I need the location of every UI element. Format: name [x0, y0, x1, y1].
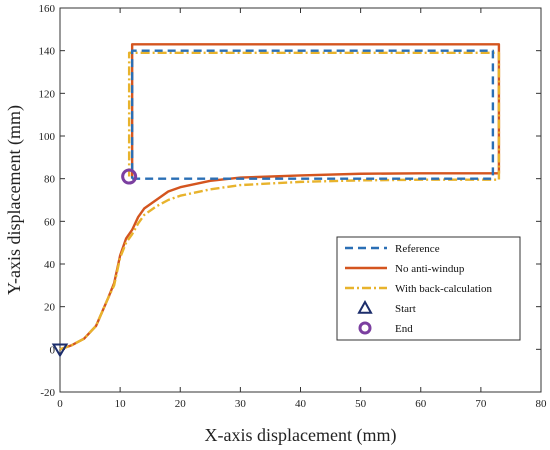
legend-label: Start	[395, 303, 416, 315]
legend: Reference No anti-windup With back-calcula…	[336, 236, 521, 341]
y-axis-title: Y-axis displacement (mm)	[4, 105, 25, 295]
marker-start	[51, 343, 69, 358]
x-tick-label: 30	[235, 398, 247, 410]
legend-label: Reference	[395, 243, 440, 255]
legend-label: No anti-windup	[395, 263, 465, 275]
series-line-with-back-calculation	[59, 51, 501, 351]
series-line-reference	[130, 49, 495, 180]
legend-label: End	[395, 323, 413, 335]
y-tick-label: -20	[40, 387, 55, 399]
legend-marker	[357, 299, 373, 314]
x-tick-label: 40	[295, 398, 307, 410]
x-tick-label: 80	[536, 398, 548, 410]
x-tick-label: 70	[475, 398, 487, 410]
x-tick-label: 60	[415, 398, 427, 410]
marker-end	[121, 168, 138, 185]
y-tick-label: 40	[44, 259, 56, 271]
x-tick-label: 50	[355, 398, 367, 410]
y-tick-label: 160	[39, 3, 56, 15]
y-tick-label: 80	[44, 174, 56, 186]
legend-marker	[358, 321, 372, 335]
y-tick-label: 140	[39, 46, 56, 58]
x-axis-title: X-axis displacement (mm)	[205, 425, 397, 446]
y-tick-label: 100	[39, 131, 56, 143]
y-tick-label: 120	[39, 88, 56, 100]
legend-label: With back-calculation	[395, 283, 492, 295]
y-tick-label: 60	[44, 216, 56, 228]
x-tick-label: 20	[175, 398, 187, 410]
y-tick-label: 20	[44, 302, 56, 314]
x-tick-label: 0	[57, 398, 63, 410]
x-tick-label: 10	[115, 398, 127, 410]
y-tick-label: 0	[50, 344, 56, 356]
